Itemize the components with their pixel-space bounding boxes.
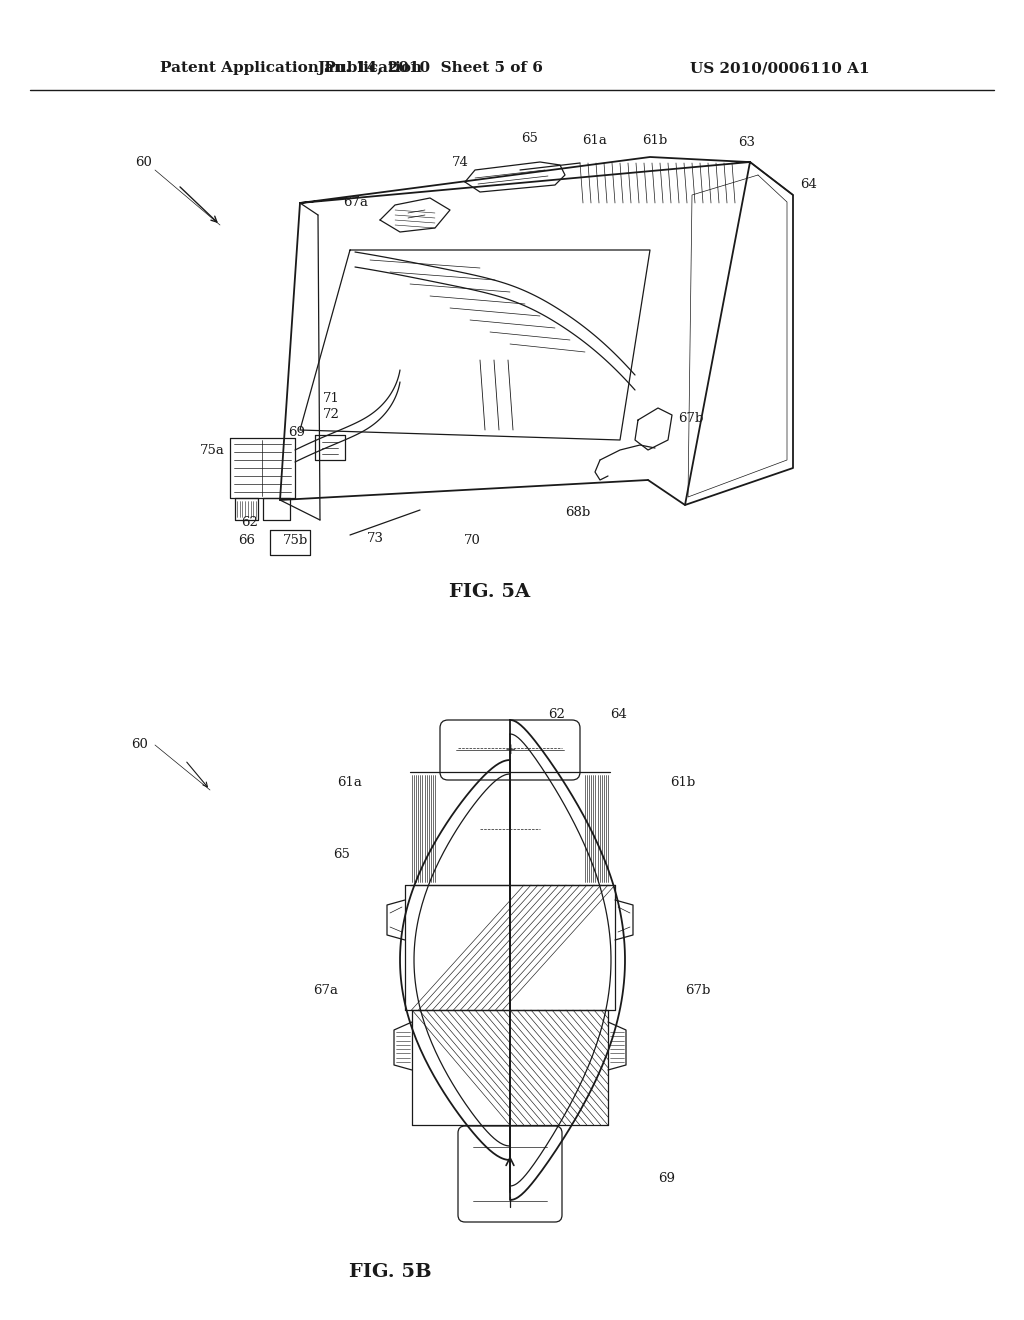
Text: 70: 70 (464, 533, 480, 546)
Text: Patent Application Publication: Patent Application Publication (160, 61, 422, 75)
Text: US 2010/0006110 A1: US 2010/0006110 A1 (690, 61, 869, 75)
Text: 67a: 67a (313, 983, 338, 997)
Text: 64: 64 (610, 709, 627, 722)
Text: 67a: 67a (343, 195, 368, 209)
Text: 65: 65 (521, 132, 539, 144)
Text: 64: 64 (800, 178, 817, 191)
Text: FIG. 5B: FIG. 5B (349, 1263, 431, 1280)
Text: 63: 63 (738, 136, 755, 149)
Text: 62: 62 (241, 516, 258, 529)
Text: 60: 60 (131, 738, 148, 751)
Text: FIG. 5A: FIG. 5A (450, 583, 530, 601)
Text: 73: 73 (367, 532, 384, 544)
Text: 67b: 67b (685, 983, 711, 997)
Text: 65: 65 (333, 849, 350, 862)
Text: 68b: 68b (565, 506, 591, 519)
Text: 61b: 61b (642, 133, 668, 147)
Text: +: + (504, 743, 516, 756)
Text: 62: 62 (549, 709, 565, 722)
Text: 61a: 61a (583, 133, 607, 147)
Text: 69: 69 (288, 425, 305, 438)
Text: 69: 69 (658, 1172, 675, 1184)
Text: 74: 74 (452, 156, 468, 169)
Text: 67b: 67b (678, 412, 703, 425)
Text: 61b: 61b (670, 776, 695, 788)
Text: 60: 60 (135, 156, 152, 169)
Text: 75a: 75a (200, 444, 225, 457)
Text: 66: 66 (238, 533, 255, 546)
Text: 71: 71 (324, 392, 340, 404)
Text: Jan. 14, 2010  Sheet 5 of 6: Jan. 14, 2010 Sheet 5 of 6 (317, 61, 543, 75)
Text: 75b: 75b (283, 533, 307, 546)
Text: 61a: 61a (337, 776, 362, 788)
Text: 72: 72 (324, 408, 340, 421)
